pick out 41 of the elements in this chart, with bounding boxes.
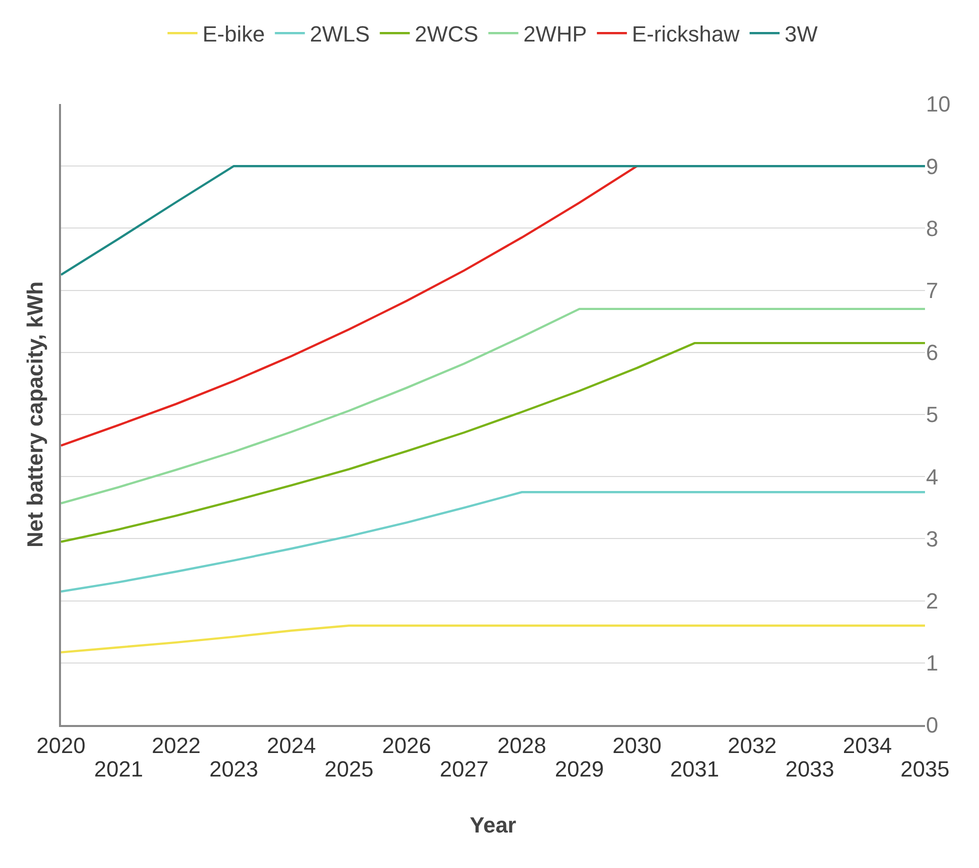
x2-tick-label: 2025 — [324, 756, 374, 782]
y-tick-label: 7 — [926, 278, 938, 303]
x-tick-label: 2034 — [842, 733, 892, 758]
x-tick-label: 2032 — [728, 733, 777, 758]
line-series — [61, 165, 925, 276]
y-tick-label: 4 — [926, 464, 938, 490]
y-tick-label: 1 — [926, 650, 938, 676]
y-axis-title: Net battery capacity, kWh — [22, 281, 48, 548]
x2-tick-label: 2035 — [900, 756, 950, 782]
x2-tick-label: 2033 — [785, 756, 834, 782]
x-tick-label: 2028 — [497, 733, 546, 758]
y-tick-label: 2 — [926, 588, 938, 614]
x2-tick-label: 2029 — [554, 756, 604, 782]
x-axis-title: Year — [470, 812, 517, 838]
line-series — [61, 342, 925, 543]
legend-label: E-rickshaw — [632, 22, 740, 47]
x-tick-label: 2026 — [382, 733, 432, 758]
legend-label: 3W — [784, 22, 818, 47]
line-series — [61, 165, 638, 447]
y-tick-label: 8 — [926, 216, 938, 241]
line-series — [61, 624, 925, 654]
x-tick-label: 2024 — [266, 733, 316, 758]
y-tick-label: 10 — [926, 92, 950, 117]
x2-tick-label: 2027 — [440, 756, 489, 782]
y-tick-label: 3 — [926, 526, 938, 552]
x-tick-label: 2030 — [612, 733, 662, 758]
legend-label: E-bike — [202, 22, 265, 47]
x-tick-label: 2022 — [152, 733, 201, 758]
y-tick-label: 0 — [926, 712, 938, 738]
x-tick-label: 2020 — [36, 733, 86, 758]
x2-tick-label: 2023 — [209, 756, 258, 782]
legend-label: 2WLS — [310, 22, 370, 47]
y-tick-label: 6 — [926, 340, 938, 366]
y-tick-label: 9 — [926, 154, 938, 179]
x2-tick-label: 2031 — [670, 756, 720, 782]
line-series — [61, 491, 925, 593]
legend-label: 2WCS — [414, 22, 478, 47]
y-tick-label: 5 — [926, 402, 938, 428]
legend-label: 2WHP — [523, 22, 587, 47]
x2-tick-label: 2021 — [94, 756, 144, 782]
line-series — [61, 308, 925, 504]
